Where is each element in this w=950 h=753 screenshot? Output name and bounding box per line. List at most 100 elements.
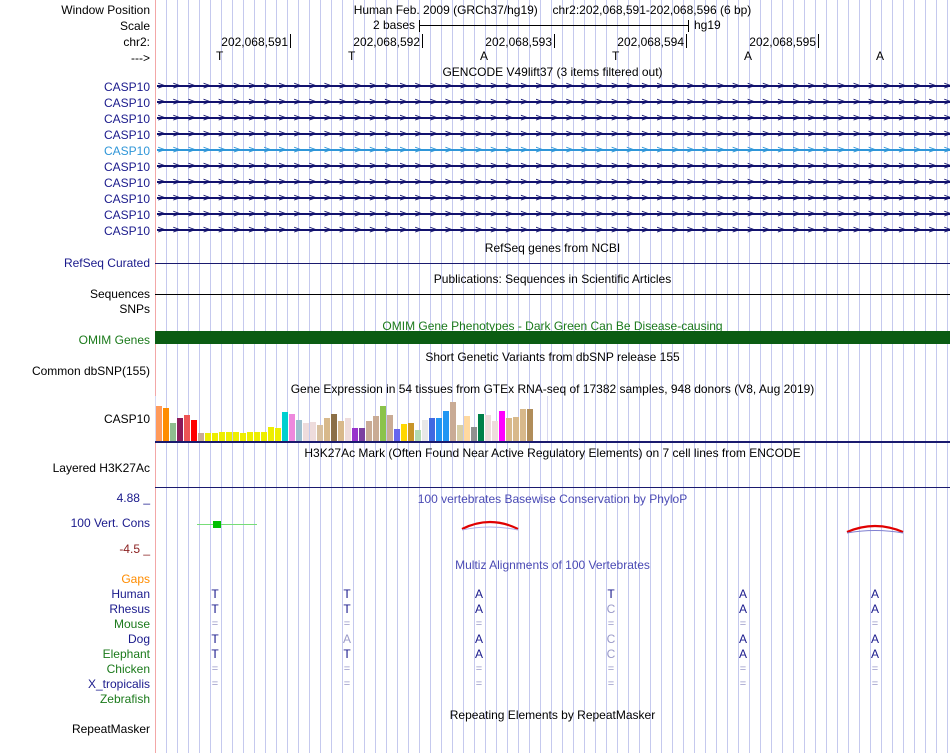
gtex-tissue-bar[interactable]	[289, 414, 295, 441]
species-label[interactable]: Dog	[127, 632, 150, 646]
gencode-gene-row[interactable]: >>>>>>>>>>>>>>>>>>>>>>>>>>>>>>>>>>>>>>>>…	[157, 96, 950, 108]
gtex-tissue-bar[interactable]	[506, 418, 512, 441]
gtex-tissue-bar[interactable]	[226, 432, 232, 441]
gtex-tissue-bar[interactable]	[408, 423, 414, 441]
gtex-tissue-bar[interactable]	[268, 427, 274, 441]
gtex-tissue-bar[interactable]	[373, 416, 379, 441]
gencode-row-label[interactable]: CASP10	[103, 224, 150, 238]
ruler-base-letter: A	[876, 49, 885, 63]
alignment-base: A	[474, 632, 483, 646]
gtex-tissue-bar[interactable]	[177, 418, 183, 441]
alignment-base: =	[607, 663, 615, 675]
gtex-tissue-bar[interactable]	[170, 423, 176, 441]
gencode-row-label[interactable]: CASP10	[103, 80, 150, 94]
alignment-base: =	[607, 678, 615, 690]
gencode-row-label[interactable]: CASP10	[103, 160, 150, 174]
species-label[interactable]: Human	[111, 587, 150, 601]
gencode-row-label[interactable]: CASP10	[103, 192, 150, 206]
gencode-gene-row[interactable]: >>>>>>>>>>>>>>>>>>>>>>>>>>>>>>>>>>>>>>>>…	[157, 208, 950, 220]
gtex-tissue-bar[interactable]	[527, 409, 533, 441]
gtex-tissue-bar[interactable]	[387, 415, 393, 441]
species-label[interactable]: Mouse	[113, 617, 150, 631]
ruler-tick-mark	[554, 34, 555, 48]
gene-intron-line	[157, 229, 950, 231]
gtex-expression-barchart[interactable]	[156, 399, 546, 441]
gtex-tissue-bar[interactable]	[324, 418, 330, 441]
gtex-tissue-bar[interactable]	[198, 433, 204, 441]
omim-genes-label: OMIM Genes	[78, 333, 150, 347]
gtex-tissue-bar[interactable]	[366, 421, 372, 441]
gtex-tissue-bar[interactable]	[429, 418, 435, 441]
gencode-gene-row[interactable]: >>>>>>>>>>>>>>>>>>>>>>>>>>>>>>>>>>>>>>>>…	[157, 176, 950, 188]
gtex-tissue-bar[interactable]	[492, 421, 498, 441]
gencode-gene-row[interactable]: >>>>>>>>>>>>>>>>>>>>>>>>>>>>>>>>>>>>>>>>…	[157, 224, 950, 236]
gtex-tissue-bar[interactable]	[422, 420, 428, 441]
gtex-tissue-bar[interactable]	[415, 430, 421, 441]
gtex-tissue-bar[interactable]	[380, 406, 386, 441]
gtex-tissue-bar[interactable]	[317, 425, 323, 441]
gtex-tissue-bar[interactable]	[275, 428, 281, 441]
gencode-row-label[interactable]: CASP10	[103, 176, 150, 190]
conservation-track-title: 100 vertebrates Basewise Conservation by…	[417, 492, 688, 506]
gtex-tissue-bar[interactable]	[282, 412, 288, 441]
species-label[interactable]: Zebrafish	[99, 692, 150, 706]
gtex-tissue-bar[interactable]	[520, 409, 526, 441]
gtex-tissue-bar[interactable]	[303, 423, 309, 441]
gencode-row-label[interactable]: CASP10	[103, 112, 150, 126]
gtex-tissue-bar[interactable]	[219, 432, 225, 441]
gtex-chart-frame	[155, 396, 548, 442]
gtex-tissue-bar[interactable]	[156, 406, 162, 441]
gtex-tissue-bar[interactable]	[240, 433, 246, 441]
gtex-tissue-bar[interactable]	[471, 427, 477, 441]
gtex-tissue-bar[interactable]	[261, 432, 267, 441]
window-coordinates: chr2:202,068,591-202,068,596 (6 bp)	[552, 3, 752, 17]
gtex-tissue-bar[interactable]	[254, 432, 260, 441]
omim-gene-bar[interactable]	[155, 331, 950, 344]
gtex-tissue-bar[interactable]	[457, 425, 463, 441]
gtex-tissue-bar[interactable]	[191, 420, 197, 441]
gtex-tissue-bar[interactable]	[513, 417, 519, 441]
gtex-tissue-bar[interactable]	[212, 433, 218, 441]
gtex-tissue-bar[interactable]	[163, 408, 169, 441]
gtex-tissue-bar[interactable]	[247, 432, 253, 441]
gencode-gene-row[interactable]: >>>>>>>>>>>>>>>>>>>>>>>>>>>>>>>>>>>>>>>>…	[157, 160, 950, 172]
gtex-track-title: Gene Expression in 54 tissues from GTEx …	[290, 382, 815, 396]
gencode-gene-row[interactable]: >>>>>>>>>>>>>>>>>>>>>>>>>>>>>>>>>>>>>>>>…	[157, 112, 950, 124]
gtex-tissue-bar[interactable]	[345, 418, 351, 441]
gencode-row-label[interactable]: CASP10	[103, 128, 150, 142]
gencode-gene-row[interactable]: >>>>>>>>>>>>>>>>>>>>>>>>>>>>>>>>>>>>>>>>…	[157, 80, 950, 92]
gtex-tissue-bar[interactable]	[331, 414, 337, 441]
gencode-row-label[interactable]: CASP10	[103, 96, 150, 110]
gtex-tissue-bar[interactable]	[436, 418, 442, 441]
alignment-base: C	[606, 647, 616, 661]
phylop-conservation-plot[interactable]	[155, 492, 950, 552]
gtex-tissue-bar[interactable]	[450, 402, 456, 441]
alignment-base: A	[738, 632, 747, 646]
gtex-tissue-bar[interactable]	[205, 433, 211, 441]
gtex-tissue-bar[interactable]	[499, 411, 505, 441]
gtex-baseline	[155, 441, 950, 443]
gtex-tissue-bar[interactable]	[359, 428, 365, 441]
gencode-gene-row[interactable]: >>>>>>>>>>>>>>>>>>>>>>>>>>>>>>>>>>>>>>>>…	[157, 128, 950, 140]
gtex-tissue-bar[interactable]	[352, 428, 358, 441]
species-label[interactable]: Chicken	[106, 662, 150, 676]
gtex-tissue-bar[interactable]	[296, 420, 302, 441]
alignment-base: A	[474, 587, 483, 601]
gtex-tissue-bar[interactable]	[233, 432, 239, 441]
species-label[interactable]: Elephant	[102, 647, 150, 661]
gtex-tissue-bar[interactable]	[478, 414, 484, 441]
gtex-tissue-bar[interactable]	[464, 416, 470, 441]
gencode-row-label[interactable]: CASP10	[103, 208, 150, 222]
gencode-gene-row[interactable]: >>>>>>>>>>>>>>>>>>>>>>>>>>>>>>>>>>>>>>>>…	[157, 192, 950, 204]
gtex-tissue-bar[interactable]	[184, 415, 190, 441]
gtex-tissue-bar[interactable]	[443, 411, 449, 441]
gtex-tissue-bar[interactable]	[394, 429, 400, 441]
gtex-tissue-bar[interactable]	[338, 421, 344, 441]
gtex-tissue-bar[interactable]	[401, 424, 407, 441]
gtex-tissue-bar[interactable]	[310, 422, 316, 441]
gencode-gene-row[interactable]: >>>>>>>>>>>>>>>>>>>>>>>>>>>>>>>>>>>>>>>>…	[157, 144, 950, 156]
gtex-tissue-bar[interactable]	[485, 415, 491, 441]
gencode-row-label[interactable]: CASP10	[103, 144, 150, 158]
species-label[interactable]: Rhesus	[109, 602, 150, 616]
species-label[interactable]: X_tropicalis	[87, 677, 150, 691]
